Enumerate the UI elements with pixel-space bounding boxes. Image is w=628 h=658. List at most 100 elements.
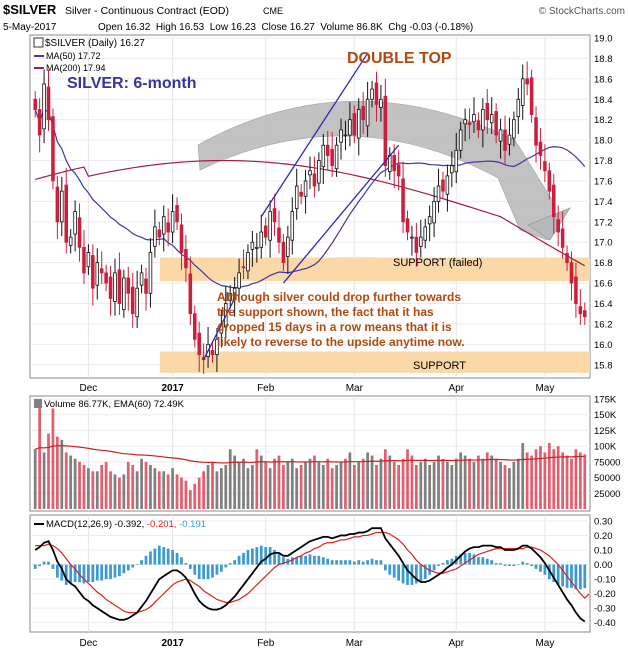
macd-y-tick: 0.20	[594, 531, 613, 542]
volume-bar	[499, 461, 502, 509]
volume-bar	[472, 461, 476, 509]
volume-bar	[335, 465, 338, 509]
macd-panel	[29, 514, 591, 633]
volume-bar	[33, 449, 37, 509]
volume-bar	[578, 452, 582, 509]
candle-body	[153, 226, 157, 247]
volume-bar	[534, 449, 538, 509]
volume-bar	[432, 461, 436, 509]
candle-body	[565, 253, 569, 264]
macd-histogram-bar	[508, 564, 511, 566]
y-tick-label: 16.6	[594, 279, 613, 290]
volume-bar	[446, 461, 449, 509]
macd-histogram-bar	[308, 554, 312, 565]
macd-histogram-bar	[38, 564, 42, 566]
candle-body	[255, 246, 259, 249]
macd-histogram-bar	[126, 564, 130, 571]
volume-bar	[140, 458, 143, 509]
volume-bar	[69, 455, 73, 509]
macd-histogram-bar	[388, 564, 392, 575]
header-symbol: $SILVER	[3, 2, 57, 17]
price-legend: $SILVER (Daily) 16.27	[45, 38, 145, 49]
macd-histogram-bar	[578, 564, 582, 590]
volume-bar	[574, 449, 578, 509]
candle-body	[60, 190, 64, 223]
macd-histogram-bar	[91, 564, 95, 582]
macd-histogram-bar	[534, 564, 538, 569]
macd-histogram-bar	[561, 564, 564, 587]
double-top-arc	[197, 100, 556, 241]
volume-bar	[268, 468, 272, 509]
candle-body	[432, 200, 436, 224]
support-failed-label: SUPPORT (failed)	[393, 257, 482, 269]
macd-histogram-bar	[95, 564, 99, 581]
candle-body	[281, 241, 286, 264]
candle-body	[334, 144, 339, 170]
candle-body	[55, 186, 60, 223]
macd-histogram-bar	[428, 564, 432, 575]
macd-histogram-bar	[516, 564, 520, 566]
macd-histogram-bar	[290, 557, 294, 565]
macd-histogram-bar	[539, 564, 542, 572]
candle-body	[365, 98, 370, 127]
candle-body	[574, 276, 578, 304]
candle-body	[241, 266, 246, 269]
macd-histogram-bar	[206, 564, 210, 580]
macd-histogram-bar	[140, 560, 143, 565]
candle-body	[472, 114, 476, 123]
y-tick-label: 17.8	[594, 156, 613, 167]
volume-bar	[144, 461, 148, 509]
candle-body	[312, 173, 317, 187]
macd-histogram-bar	[224, 564, 228, 568]
trend-line	[260, 52, 369, 218]
volume-bar	[219, 468, 223, 509]
ma50-line	[34, 108, 586, 289]
y-tick-label: 16.8	[594, 258, 613, 269]
macd-histogram-bar	[193, 564, 197, 575]
volume-bar	[361, 458, 365, 509]
trend-line	[282, 144, 400, 284]
macd-histogram-bar	[188, 564, 192, 569]
macd-histogram-bar	[450, 558, 454, 565]
candle-body	[113, 272, 117, 302]
candle-body	[68, 236, 73, 246]
candle-body	[33, 98, 37, 110]
candle-body	[507, 134, 512, 145]
macd-histogram-bar	[33, 564, 37, 569]
macd-histogram-bar	[494, 563, 498, 565]
volume-bar	[42, 452, 46, 509]
macd-histogram-bar	[228, 563, 232, 565]
candle-body	[277, 227, 281, 243]
y-tick-label: 17.6	[594, 176, 613, 187]
macd-histogram-bar	[583, 564, 587, 589]
volume-bar	[512, 461, 516, 509]
candle-body	[82, 246, 86, 274]
volume-bar	[91, 471, 95, 509]
macd-histogram-bar	[242, 552, 245, 565]
macd-histogram-bar	[383, 564, 387, 571]
macd-histogram-bar	[135, 564, 139, 566]
macd-y-tick: -0.40	[594, 618, 616, 629]
volume-bar	[95, 471, 99, 509]
note-line: likely to reverse to the upside anytime …	[217, 335, 465, 349]
volume-bar	[401, 458, 405, 509]
candle-body	[534, 117, 538, 146]
x-tick-label: Feb	[257, 383, 275, 394]
macd-histogram-bar	[233, 560, 237, 565]
macd-legend-v2: -0.201,	[147, 519, 177, 530]
volume-bar	[197, 477, 201, 509]
volume-bar	[104, 461, 108, 509]
candle-body	[91, 255, 95, 289]
volume-bar	[477, 455, 480, 509]
macd-line	[34, 527, 586, 623]
candle-body	[64, 184, 69, 243]
arc-arrowhead	[527, 207, 571, 241]
x-tick-label: May	[535, 383, 554, 394]
volume-bar	[370, 455, 374, 509]
macd-histogram-bar	[317, 555, 321, 565]
macd-histogram-bar	[299, 555, 303, 565]
macd-histogram-bar	[282, 557, 285, 565]
macd-histogram-bar	[459, 554, 463, 565]
macd-legend: MACD(12,26,9) -0.392, -0.201, -0.191	[46, 519, 206, 530]
